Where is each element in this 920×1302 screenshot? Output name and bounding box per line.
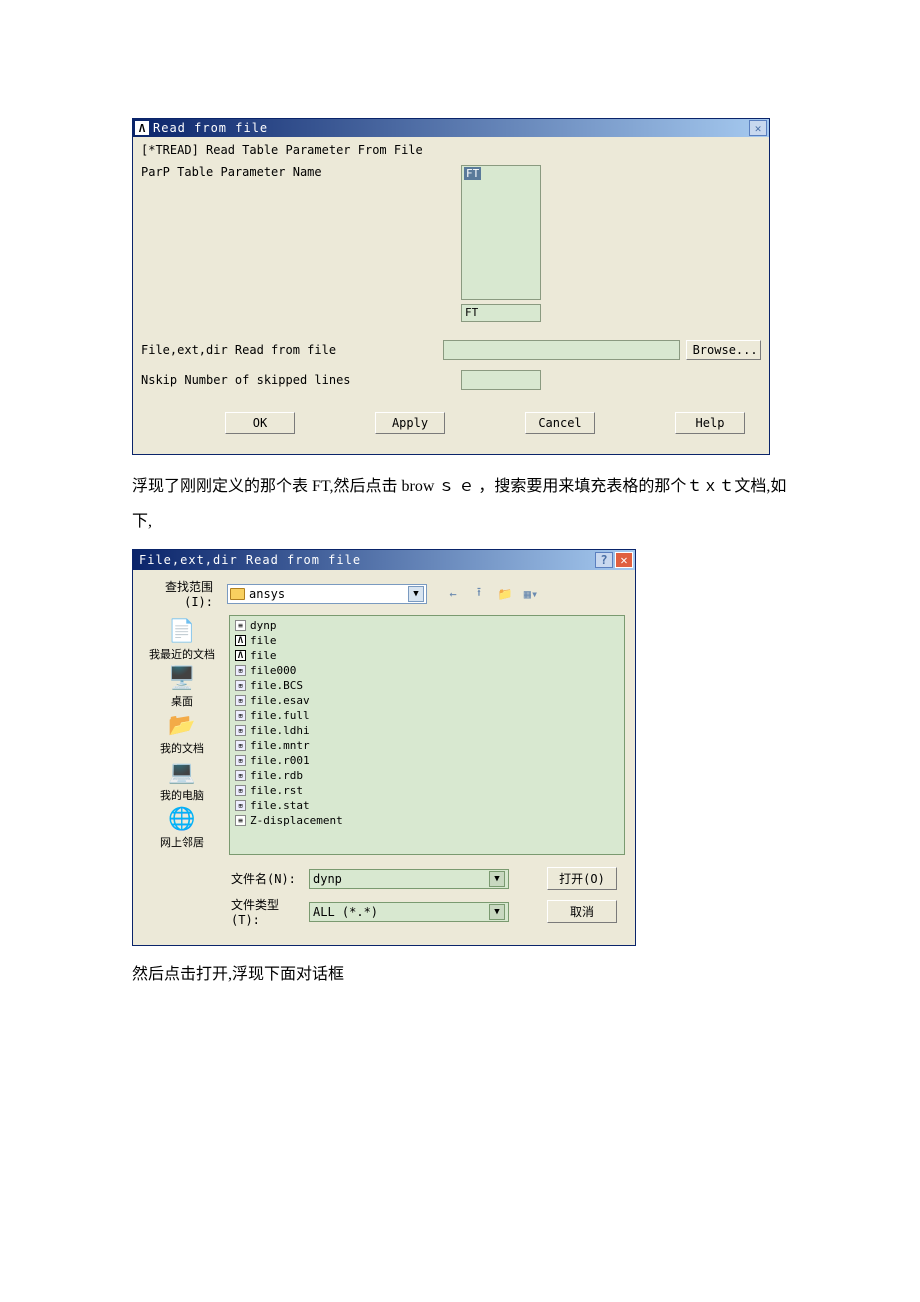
apply-button[interactable]: Apply (375, 412, 445, 434)
generic-file-icon: ⊞ (234, 725, 247, 737)
desktop-icon: 🖥️ (166, 664, 198, 692)
nskip-label: Nskip Number of skipped lines (141, 373, 461, 387)
dialog1-titlebar: Λ Read from file ✕ (133, 119, 769, 137)
generic-file-icon: ⊞ (234, 710, 247, 722)
file-item-label: Z-displacement (250, 814, 343, 827)
file-item[interactable]: Λfile (234, 648, 620, 663)
filename-label: 文件名(N): (231, 870, 299, 887)
file-label: File,ext,dir Read from file (141, 343, 443, 357)
generic-file-icon: ⊞ (234, 740, 247, 752)
file-item[interactable]: ⊞file.r001 (234, 753, 620, 768)
lookin-value: ansys (249, 587, 285, 601)
file-path-input[interactable] (443, 340, 679, 360)
place-mydocs[interactable]: 📂 我的文档 (160, 711, 204, 756)
ok-button[interactable]: OK (225, 412, 295, 434)
recent-icon: 📄 (166, 617, 198, 645)
file-item-label: file (250, 649, 277, 662)
close-icon[interactable]: ✕ (749, 120, 767, 136)
parameter-list[interactable]: FT (461, 165, 541, 300)
chevron-down-icon[interactable]: ▼ (408, 586, 424, 602)
file-item-label: file.esav (250, 694, 310, 707)
place-mycomputer[interactable]: 💻 我的电脑 (160, 758, 204, 803)
dialog2-titlebar: File,ext,dir Read from file ? ✕ (133, 550, 635, 570)
file-item[interactable]: ⊞file.mntr (234, 738, 620, 753)
mycomputer-icon: 💻 (166, 758, 198, 786)
folder-icon (230, 588, 245, 600)
places-bar: 📄 我最近的文档 🖥️ 桌面 📂 我的文档 💻 我的电脑 🌐 网上 (143, 615, 221, 855)
file-item[interactable]: ⊞file.rdb (234, 768, 620, 783)
file-item[interactable]: ⊞file.stat (234, 798, 620, 813)
filename-input[interactable]: dynp ▼ (309, 869, 509, 889)
mydocs-icon: 📂 (166, 711, 198, 739)
file-item-label: file.rst (250, 784, 303, 797)
file-item-label: file.mntr (250, 739, 310, 752)
generic-file-icon: ⊞ (234, 665, 247, 677)
help-icon[interactable]: ? (595, 552, 613, 568)
file-item-label: file (250, 634, 277, 647)
up-folder-icon[interactable]: ⭱ (469, 585, 489, 603)
place-recent[interactable]: 📄 我最近的文档 (149, 617, 215, 662)
lambda-file-icon: Λ (234, 635, 247, 647)
lookin-label: 查找范围(I): (143, 578, 213, 609)
generic-file-icon: ⊞ (234, 785, 247, 797)
file-item[interactable]: ⊞file.esav (234, 693, 620, 708)
network-icon: 🌐 (166, 805, 198, 833)
dialog2-title: File,ext,dir Read from file (135, 553, 593, 567)
dialog1-title: Read from file (153, 121, 749, 135)
generic-file-icon: ⊞ (234, 755, 247, 767)
file-item-label: file.rdb (250, 769, 303, 782)
file-list[interactable]: ≡dynpΛfileΛfile⊞file000⊞file.BCS⊞file.es… (229, 615, 625, 855)
file-item-label: file.BCS (250, 679, 303, 692)
open-button[interactable]: 打开(O) (547, 867, 617, 890)
file-item[interactable]: Λfile (234, 633, 620, 648)
help-button[interactable]: Help (675, 412, 745, 434)
file-item-label: file000 (250, 664, 296, 677)
nskip-input[interactable] (461, 370, 541, 390)
place-network[interactable]: 🌐 网上邻居 (160, 805, 204, 850)
view-menu-icon[interactable]: ▦▾ (521, 585, 541, 603)
file-item-label: file.full (250, 709, 310, 722)
file-open-dialog: File,ext,dir Read from file ? ✕ 查找范围(I):… (132, 549, 636, 946)
lookin-combo[interactable]: ansys ▼ (227, 584, 427, 604)
file-item-label: dynp (250, 619, 277, 632)
txt-file-icon: ≡ (234, 620, 247, 632)
filetype-select[interactable]: ALL (*.*) ▼ (309, 902, 509, 922)
cancel-button[interactable]: Cancel (525, 412, 595, 434)
file-item[interactable]: ⊞file.ldhi (234, 723, 620, 738)
file-item[interactable]: ⊞file.full (234, 708, 620, 723)
read-from-file-dialog: Λ Read from file ✕ [*TREAD] Read Table P… (132, 118, 770, 455)
chevron-down-icon[interactable]: ▼ (489, 871, 505, 887)
generic-file-icon: ⊞ (234, 800, 247, 812)
dialog1-heading: [*TREAD] Read Table Parameter From File (141, 143, 761, 157)
place-desktop[interactable]: 🖥️ 桌面 (166, 664, 198, 709)
lambda-file-icon: Λ (234, 650, 247, 662)
file-item-label: file.r001 (250, 754, 310, 767)
paragraph-2: 然后点击打开,浮现下面对话框 (132, 960, 788, 984)
file-item-label: file.ldhi (250, 724, 310, 737)
generic-file-icon: ⊞ (234, 695, 247, 707)
file-item[interactable]: ⊞file000 (234, 663, 620, 678)
generic-file-icon: ⊞ (234, 680, 247, 692)
chevron-down-icon[interactable]: ▼ (489, 904, 505, 920)
file-item[interactable]: ⊞file.BCS (234, 678, 620, 693)
cancel-button[interactable]: 取消 (547, 900, 617, 923)
txt-file-icon: ≡ (234, 815, 247, 827)
new-folder-icon[interactable]: 📁 (495, 585, 515, 603)
selected-value-box[interactable]: FT (461, 304, 541, 322)
file-item[interactable]: ⊞file.rst (234, 783, 620, 798)
file-item[interactable]: ≡dynp (234, 618, 620, 633)
list-item-selected[interactable]: FT (464, 167, 481, 180)
file-item-label: file.stat (250, 799, 310, 812)
filetype-label: 文件类型(T): (231, 896, 299, 927)
paragraph-1: 浮现了刚刚定义的那个表 FT,然后点击 brow ｓ ｅ ，搜索要用来填充表格的… (132, 469, 788, 539)
par-label: ParP Table Parameter Name (141, 165, 461, 322)
browse-button[interactable]: Browse... (686, 340, 761, 360)
back-icon[interactable]: ← (443, 585, 463, 603)
file-item[interactable]: ≡Z-displacement (234, 813, 620, 828)
app-icon: Λ (135, 121, 149, 135)
close-icon[interactable]: ✕ (615, 552, 633, 568)
generic-file-icon: ⊞ (234, 770, 247, 782)
